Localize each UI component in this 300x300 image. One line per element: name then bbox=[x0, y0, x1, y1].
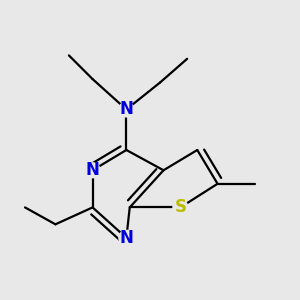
Circle shape bbox=[119, 102, 134, 117]
Circle shape bbox=[173, 200, 188, 215]
Circle shape bbox=[119, 230, 134, 245]
Text: N: N bbox=[85, 161, 100, 179]
Circle shape bbox=[85, 163, 100, 178]
Text: S: S bbox=[174, 198, 186, 216]
Text: N: N bbox=[119, 100, 133, 118]
Text: N: N bbox=[119, 229, 133, 247]
